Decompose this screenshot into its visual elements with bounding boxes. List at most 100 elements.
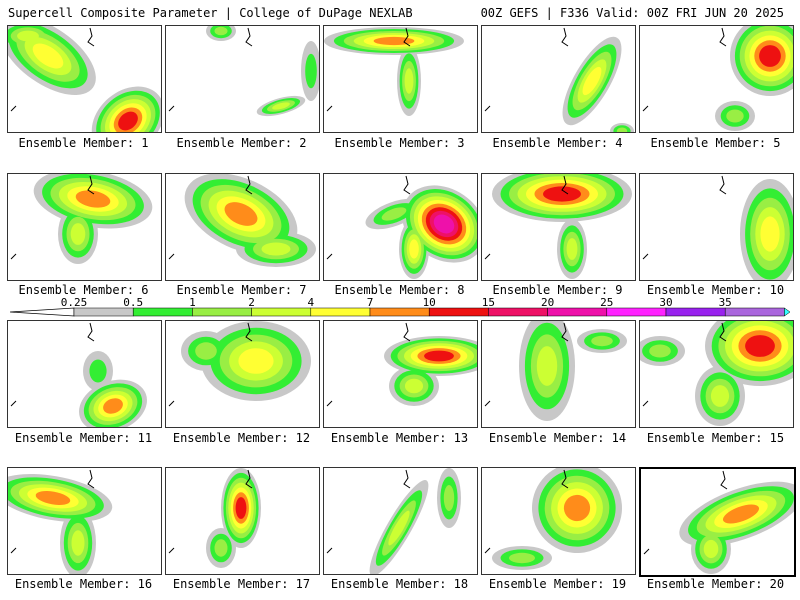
map-field xyxy=(8,26,161,132)
map-field xyxy=(168,468,261,568)
map-field xyxy=(168,26,319,117)
coastline xyxy=(10,547,17,554)
scp-contour xyxy=(566,238,578,260)
ensemble-member-map[interactable] xyxy=(165,173,320,281)
coastline xyxy=(10,253,17,260)
coastline xyxy=(561,175,569,195)
ensemble-member-label: Ensemble Member: 14 xyxy=(488,431,627,445)
ensemble-member-map[interactable] xyxy=(639,173,794,281)
ensemble-member-map[interactable] xyxy=(165,25,320,133)
scp-contour xyxy=(404,68,414,94)
coastline xyxy=(561,322,569,342)
ensemble-member-map[interactable] xyxy=(323,25,478,133)
coastline xyxy=(403,175,411,195)
coastline xyxy=(484,105,491,112)
coastline xyxy=(642,253,649,260)
colorbar-tick-label: 2 xyxy=(248,297,255,309)
map-field xyxy=(326,175,477,279)
map-field xyxy=(324,27,464,116)
scp-contour xyxy=(616,127,628,132)
coastline xyxy=(403,322,411,342)
colorbar-tick-label: 15 xyxy=(482,297,495,309)
ensemble-member-label: Ensemble Member: 2 xyxy=(176,136,307,150)
map-field xyxy=(10,174,153,264)
coastline xyxy=(168,253,175,260)
map-field xyxy=(168,321,311,407)
coastline xyxy=(87,469,95,489)
map-field xyxy=(484,468,622,570)
ensemble-member-map[interactable] xyxy=(165,320,320,428)
map-field xyxy=(326,468,461,574)
ensemble-member-map[interactable] xyxy=(481,467,636,575)
ensemble-member-label: Ensemble Member: 16 xyxy=(14,577,153,591)
coastline xyxy=(245,469,253,489)
ensemble-member-label: Ensemble Member: 11 xyxy=(14,431,153,445)
scp-contour xyxy=(433,214,455,234)
coastline xyxy=(642,400,649,407)
coastline xyxy=(719,175,727,195)
ensemble-member-label: Ensemble Member: 5 xyxy=(650,136,781,150)
map-field xyxy=(642,26,793,131)
ensemble-member-map[interactable] xyxy=(481,320,636,428)
colorbar-tick-label: 4 xyxy=(307,297,314,309)
scp-contour xyxy=(103,398,123,414)
scp-contour xyxy=(224,202,258,226)
ensemble-member-map[interactable] xyxy=(323,467,478,575)
scp-contour xyxy=(543,186,581,202)
scp-contour xyxy=(759,45,781,67)
coastline xyxy=(326,253,333,260)
ensemble-member-label: Ensemble Member: 13 xyxy=(330,431,469,445)
colorbar-segment xyxy=(310,307,371,317)
ensemble-member-map[interactable] xyxy=(7,320,162,428)
scp-contour xyxy=(703,539,719,559)
ensemble-member-map[interactable] xyxy=(165,467,320,575)
ensemble-member-label: Ensemble Member: 19 xyxy=(488,577,627,591)
ensemble-member-label: Ensemble Member: 15 xyxy=(646,431,785,445)
map-field xyxy=(10,322,147,427)
ensemble-member-map[interactable] xyxy=(639,467,796,577)
ensemble-member-map[interactable] xyxy=(323,173,478,281)
colorbar-segment xyxy=(132,307,193,317)
coastline xyxy=(484,400,491,407)
coastline xyxy=(719,27,727,47)
scp-contour xyxy=(381,207,407,221)
coastline xyxy=(87,175,95,195)
ensemble-member-map[interactable] xyxy=(481,25,636,133)
coastline xyxy=(168,400,175,407)
ensemble-member-label: Ensemble Member: 7 xyxy=(176,283,307,297)
ensemble-member-label: Ensemble Member: 6 xyxy=(18,283,149,297)
scp-contour xyxy=(745,335,775,357)
colorbar-segment xyxy=(488,307,548,317)
colorbar-segment xyxy=(547,307,608,317)
scp-contour xyxy=(582,66,602,96)
colorbar-tick-label: 35 xyxy=(719,297,732,309)
scp-contour xyxy=(409,239,419,259)
run-info: 00Z GEFS | F336 Valid: 00Z FRI JUN 20 20… xyxy=(480,6,784,20)
coastline xyxy=(720,470,728,490)
scp-contour xyxy=(35,491,71,505)
ensemble-member-label: Ensemble Member: 10 xyxy=(646,283,785,297)
colorbar-tick-label: 1 xyxy=(189,297,196,309)
ensemble-member-map[interactable] xyxy=(481,173,636,281)
ensemble-member-label: Ensemble Member: 12 xyxy=(172,431,311,445)
ensemble-member-map[interactable] xyxy=(7,467,162,575)
ensemble-member-map[interactable] xyxy=(323,320,478,428)
scp-contour xyxy=(726,109,744,123)
scp-contour xyxy=(509,552,535,564)
scp-contour xyxy=(404,378,424,394)
coastline xyxy=(245,27,253,47)
scp-contour xyxy=(591,335,613,347)
scp-contour xyxy=(710,385,730,407)
colorbar: 0.25 0.5 1 2 4 7 10 15 20 25 30 35 xyxy=(10,297,790,317)
colorbar-tick-label: 0.5 xyxy=(123,297,143,309)
colorbar-segment xyxy=(369,307,430,317)
ensemble-member-map[interactable] xyxy=(639,25,794,133)
ensemble-member-map[interactable] xyxy=(7,25,162,133)
ensemble-member-map[interactable] xyxy=(639,320,794,428)
coastline xyxy=(168,105,175,112)
ensemble-member-label: Ensemble Member: 18 xyxy=(330,577,469,591)
scp-contour xyxy=(71,530,85,556)
coastline xyxy=(561,469,569,489)
ensemble-member-map[interactable] xyxy=(7,173,162,281)
coastline xyxy=(326,547,333,554)
